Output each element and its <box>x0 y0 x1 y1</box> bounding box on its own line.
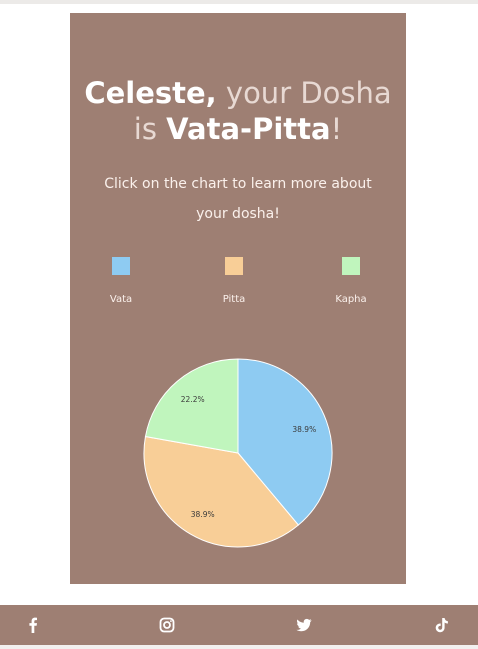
legend-label-kapha: Kapha <box>335 294 367 305</box>
legend-swatch-pitta <box>225 257 243 275</box>
user-name: Celeste, <box>84 76 217 110</box>
heading-connector: is <box>133 112 157 146</box>
pie-slice-pitta[interactable] <box>143 435 300 548</box>
legend-swatch-kapha <box>342 257 360 275</box>
pie-label-kapha: 22.2% <box>181 395 205 404</box>
pie-slice-kapha[interactable] <box>144 358 239 454</box>
pie-label-vata: 38.9% <box>292 425 316 434</box>
result-heading: Celeste, your Dosha is Vata-Pitta! <box>70 75 406 147</box>
top-divider <box>0 0 478 4</box>
legend-swatch-vata <box>112 257 130 275</box>
footer-bar <box>0 605 478 645</box>
heading-exclaim: ! <box>330 112 343 146</box>
legend-pitta[interactable]: Pitta <box>204 257 264 305</box>
dosha-result-card: Celeste, your Dosha is Vata-Pitta! Click… <box>70 13 406 584</box>
bottom-divider <box>0 645 478 649</box>
legend-kapha[interactable]: Kapha <box>321 257 381 305</box>
facebook-icon[interactable] <box>23 615 43 635</box>
dosha-type: Vata-Pitta <box>166 112 331 146</box>
dosha-pie-chart[interactable]: 38.9% 38.9% 22.2% <box>70 343 406 553</box>
legend-label-vata: Vata <box>109 294 133 305</box>
pie-slice-vata[interactable] <box>237 358 333 526</box>
legend-label-pitta: Pitta <box>222 294 246 305</box>
chart-instructions: Click on the chart to learn more about y… <box>104 176 372 222</box>
pie-label-pitta: 38.9% <box>191 510 215 519</box>
legend-vata[interactable]: Vata <box>91 257 151 305</box>
heading-phrase: your Dosha <box>225 76 392 110</box>
twitter-icon[interactable] <box>294 615 314 635</box>
instagram-icon[interactable] <box>157 615 177 635</box>
tiktok-icon[interactable] <box>431 615 451 635</box>
pie-svg[interactable]: 38.9% 38.9% 22.2% <box>70 343 406 553</box>
